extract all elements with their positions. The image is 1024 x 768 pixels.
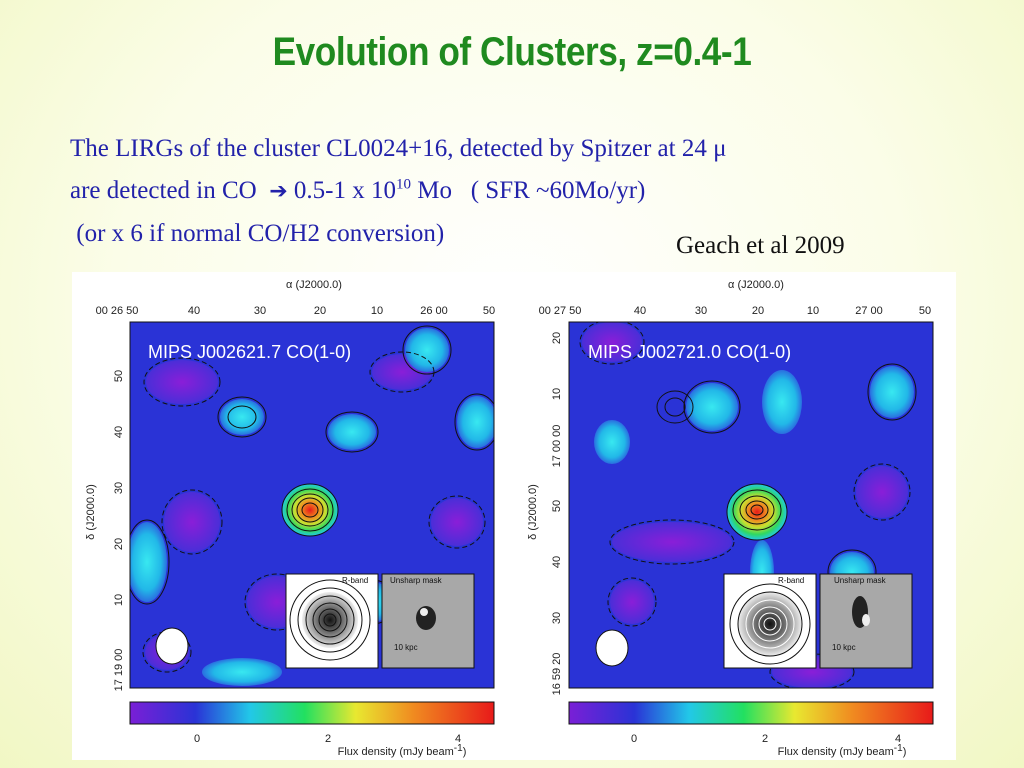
panel1-ra-ticks: 00 26 50 40 30 20 10 26 00 50 <box>96 305 496 317</box>
ra-tick: 30 <box>254 305 266 317</box>
ra-tick: 26 00 <box>420 305 448 317</box>
dec-tick: 30 <box>551 612 563 624</box>
ra-tick: 10 <box>807 305 819 317</box>
unsharp-label: Unsharp mask <box>834 576 887 585</box>
colorbar-label: Flux density (mJy beam-1) <box>338 743 467 758</box>
colorbar-tick: 0 <box>631 733 637 745</box>
panel1-unsharp-inset: Unsharp mask 10 kpc <box>381 573 475 669</box>
panel1-dec-ticks: 17 19 00 10 20 30 40 50 <box>113 370 125 692</box>
dec-tick: 50 <box>113 370 125 382</box>
dec-tick: 30 <box>113 482 125 494</box>
dec-tick: 10 <box>113 594 125 606</box>
panel1-colorbar: 0 2 4 Flux density (mJy beam-1) <box>129 701 495 758</box>
panel1-ra-axis-title: α (J2000.0) <box>286 279 342 291</box>
dec-tick: 50 <box>551 500 563 512</box>
ra-tick: 27 00 <box>855 305 883 317</box>
ra-tick: 20 <box>752 305 764 317</box>
panel2-rband-inset: R-band <box>723 573 817 669</box>
text-line-2-start: are detected in CO <box>70 177 257 204</box>
co-maps-figure: α (J2000.0) α (J2000.0) δ (J2000.0) δ (J… <box>72 272 956 760</box>
panel1-beam <box>155 627 189 665</box>
dec-tick: 20 <box>113 538 125 550</box>
panel1-title: MIPS J002621.7 CO(1-0) <box>148 342 351 362</box>
unsharp-label: Unsharp mask <box>390 576 443 585</box>
arrow-right-icon: ➔ <box>269 179 288 204</box>
figure-svg: α (J2000.0) α (J2000.0) δ (J2000.0) δ (J… <box>85 279 934 758</box>
panel2-ra-axis-title: α (J2000.0) <box>728 279 784 291</box>
colorbar-tick: 4 <box>895 733 901 745</box>
ra-tick: 50 <box>483 305 495 317</box>
dec-tick: 40 <box>113 426 125 438</box>
citation: Geach et al 2009 <box>676 232 845 259</box>
dec-tick: 40 <box>551 556 563 568</box>
panel2-title: MIPS J002721.0 CO(1-0) <box>588 342 791 362</box>
dec-tick: 20 <box>551 332 563 344</box>
colorbar-tick: 2 <box>325 733 331 745</box>
rband-label: R-band <box>778 576 804 585</box>
colorbar-tick: 4 <box>455 733 461 745</box>
scale-label: 10 kpc <box>832 643 856 652</box>
colorbar-tick: 2 <box>762 733 768 745</box>
ra-tick: 30 <box>695 305 707 317</box>
text-line-1: The LIRGs of the cluster CL0024+16, dete… <box>70 135 727 162</box>
panel2-beam <box>595 629 629 667</box>
ra-tick: 40 <box>188 305 200 317</box>
panel2-map: MIPS J002721.0 CO(1-0) R-band Unsharp ma… <box>568 321 934 689</box>
ra-tick: 40 <box>634 305 646 317</box>
slide-title: Evolution of Clusters, z=0.4-1 <box>272 30 752 74</box>
rband-label: R-band <box>342 576 368 585</box>
panel2-unsharp-inset: Unsharp mask 10 kpc <box>819 573 913 669</box>
ra-tick: 10 <box>371 305 383 317</box>
panel2-ra-ticks: 00 27 50 40 30 20 10 27 00 50 <box>539 305 932 317</box>
panel1-dec-axis-title: δ (J2000.0) <box>85 484 97 540</box>
ra-tick: 00 27 50 <box>539 305 582 317</box>
panel2-colorbar: 0 2 4 Flux density (mJy beam-1) <box>568 701 934 758</box>
text-line-3: (or x 6 if normal CO/H2 conversion) <box>70 220 445 247</box>
text-line-2-exponent: 10 <box>395 176 411 193</box>
dec-tick: 17 19 00 <box>113 649 125 692</box>
colorbar-tick: 0 <box>194 733 200 745</box>
dec-tick: 10 <box>551 388 563 400</box>
text-line-2-mass: 0.5-1 x 10 <box>293 177 396 204</box>
ra-tick: 50 <box>919 305 931 317</box>
ra-tick: 20 <box>314 305 326 317</box>
panel1-map: MIPS J002621.7 CO(1-0) R-band Unsharp ma… <box>129 321 495 689</box>
dec-tick: 16 59 20 <box>551 653 563 696</box>
ra-tick: 00 26 50 <box>96 305 139 317</box>
dec-tick: 17 00 00 <box>551 425 563 468</box>
text-line-2: are detected in CO ➔ 0.5-1 x 1010 Mo ( S… <box>70 170 990 213</box>
panel1-rband-inset: R-band <box>285 573 379 669</box>
panel2-dec-ticks: 16 59 20 30 40 50 17 00 00 10 20 <box>551 332 563 696</box>
colorbar-label: Flux density (mJy beam-1) <box>778 743 907 758</box>
panel2-dec-axis-title: δ (J2000.0) <box>527 484 539 540</box>
text-line-2-sfr: Mo ( SFR ~60Mo/yr) <box>410 177 646 204</box>
scale-label: 10 kpc <box>394 643 418 652</box>
slide-body-text: The LIRGs of the cluster CL0024+16, dete… <box>70 128 990 255</box>
